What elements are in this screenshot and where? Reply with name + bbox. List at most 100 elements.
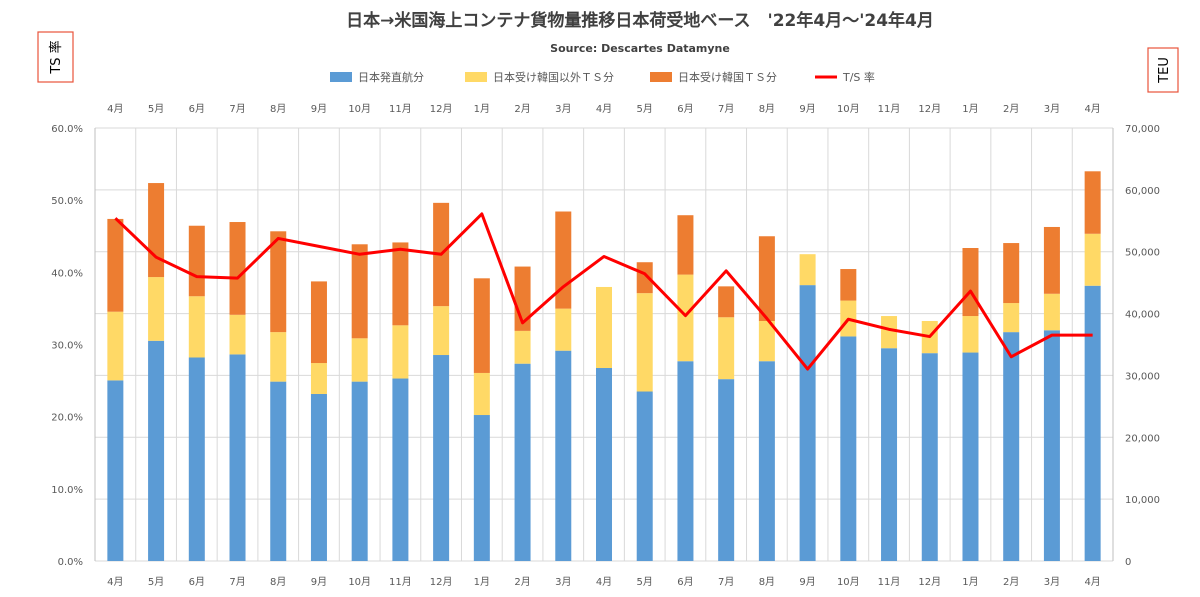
- bar-segment: [758, 236, 775, 321]
- bar-segment: [351, 381, 368, 561]
- bar-segment: [758, 320, 775, 362]
- bar-segment: [188, 296, 205, 358]
- x-bottom-tick-label: 1月: [474, 576, 490, 588]
- y-left-axis-title: TS 率: [48, 40, 64, 74]
- x-bottom-tick-label: 6月: [189, 576, 205, 588]
- x-bottom-tick-label: 8月: [270, 576, 286, 588]
- bar-segment: [677, 274, 694, 362]
- ts-ratio-polyline: [114, 212, 1093, 371]
- y-right-tick-label: 60,000: [1125, 186, 1160, 197]
- bar-segment: [392, 378, 409, 561]
- bar-segment: [229, 222, 246, 315]
- x-top-tick-label: 7月: [229, 103, 245, 115]
- x-bottom-tick-label: 7月: [718, 576, 734, 588]
- bar-segment: [392, 242, 409, 326]
- x-top-tick-label: 5月: [148, 103, 164, 115]
- y-left-axis-title-box: TS 率: [37, 31, 74, 83]
- y-left-tick-label: 30.0%: [51, 341, 83, 352]
- bar-segment: [229, 314, 246, 355]
- bar-segment: [148, 340, 165, 561]
- legend-swatch: [465, 72, 487, 82]
- bar-segment: [1003, 303, 1020, 333]
- bar-segment: [758, 361, 775, 561]
- x-top-tick-label: 4月: [107, 103, 123, 115]
- x-top-tick-label: 10月: [348, 103, 371, 115]
- x-top-tick-label: 12月: [430, 103, 453, 115]
- bar-segment: [1043, 330, 1060, 561]
- axes: 0.0% 10.0% 20.0% 30.0% 40.0% 50.0% 60.0% 0 10,00…: [51, 103, 1160, 588]
- bar-segment: [636, 262, 653, 294]
- bar-segment: [433, 306, 450, 356]
- bar-segment: [188, 357, 205, 561]
- x-bottom-tick-label: 11月: [878, 576, 901, 588]
- bar-segment: [881, 348, 898, 561]
- bar-segment: [433, 355, 450, 561]
- legend-label: T/S 率: [842, 70, 875, 84]
- bar-segment: [473, 372, 490, 416]
- x-top-tick-label: 10月: [837, 103, 860, 115]
- bar-segment: [718, 317, 735, 380]
- bar-segment: [555, 211, 572, 309]
- legend-swatch: [330, 72, 352, 82]
- bar-segment: [514, 363, 531, 561]
- x-bottom-tick-label: 3月: [1044, 576, 1060, 588]
- bar-segment: [229, 354, 246, 561]
- ts-ratio-line: [114, 212, 1093, 371]
- x-bottom-tick-label: 2月: [514, 576, 530, 588]
- x-bottom-tick-label: 10月: [837, 576, 860, 588]
- x-top-tick-label: 2月: [514, 103, 530, 115]
- x-top-tick-label: 6月: [677, 103, 693, 115]
- y-left-tick-label: 40.0%: [51, 268, 83, 279]
- bar-segment: [1043, 226, 1060, 294]
- x-bottom-tick-label: 6月: [677, 576, 693, 588]
- x-top-tick-label: 4月: [596, 103, 612, 115]
- bar-segment: [392, 325, 409, 379]
- bar-segment: [840, 269, 857, 301]
- legend: 日本発直航分 日本受け韓国以外ＴＳ分 日本受け韓国ＴＳ分 T/S 率: [330, 70, 875, 84]
- bar-segment: [799, 285, 816, 561]
- bar-segment: [962, 316, 979, 353]
- y-right-tick-label: 20,000: [1125, 433, 1160, 444]
- bar-segment: [1084, 233, 1101, 286]
- x-top-tick-label: 12月: [918, 103, 941, 115]
- chart-subtitle: Source: Descartes Datamyne: [550, 42, 730, 55]
- legend-label: 日本発直航分: [358, 70, 424, 84]
- bar-segment: [1043, 293, 1060, 331]
- bar-segment: [636, 391, 653, 561]
- x-bottom-tick-label: 5月: [637, 576, 653, 588]
- x-bottom-tick-label: 11月: [389, 576, 412, 588]
- x-top-tick-label: 6月: [189, 103, 205, 115]
- bar-segment: [107, 380, 124, 561]
- y-left-tick-label: 50.0%: [51, 196, 83, 207]
- x-bottom-tick-label: 5月: [148, 576, 164, 588]
- bar-segment: [1084, 285, 1101, 561]
- bar-segment: [351, 244, 368, 339]
- x-bottom-tick-label: 9月: [799, 576, 815, 588]
- bar-segment: [148, 277, 165, 341]
- y-left-tick-label: 10.0%: [51, 485, 83, 496]
- bar-segment: [270, 332, 287, 382]
- x-top-tick-label: 9月: [799, 103, 815, 115]
- bar-segment: [718, 379, 735, 561]
- bar-segment: [962, 248, 979, 317]
- x-bottom-tick-label: 1月: [962, 576, 978, 588]
- legend-label: 日本受け韓国ＴＳ分: [678, 70, 777, 84]
- x-bottom-tick-label: 4月: [1084, 576, 1100, 588]
- bar-segment: [555, 350, 572, 561]
- bar-segment: [718, 286, 735, 318]
- x-top-tick-label: 9月: [311, 103, 327, 115]
- x-bottom-tick-label: 3月: [555, 576, 571, 588]
- bar-segment: [1003, 332, 1020, 561]
- x-bottom-tick-label: 2月: [1003, 576, 1019, 588]
- bar-segment: [270, 231, 287, 333]
- y-right-tick-label: 70,000: [1125, 124, 1160, 135]
- y-right-tick-label: 30,000: [1125, 371, 1160, 382]
- x-bottom-tick-label: 9月: [311, 576, 327, 588]
- bar-segment: [840, 336, 857, 561]
- x-bottom-tick-label: 10月: [348, 576, 371, 588]
- bar-segment: [881, 316, 898, 349]
- bar-segment: [799, 254, 816, 286]
- y-right-tick-label: 0: [1125, 557, 1131, 568]
- x-bottom-tick-label: 4月: [107, 576, 123, 588]
